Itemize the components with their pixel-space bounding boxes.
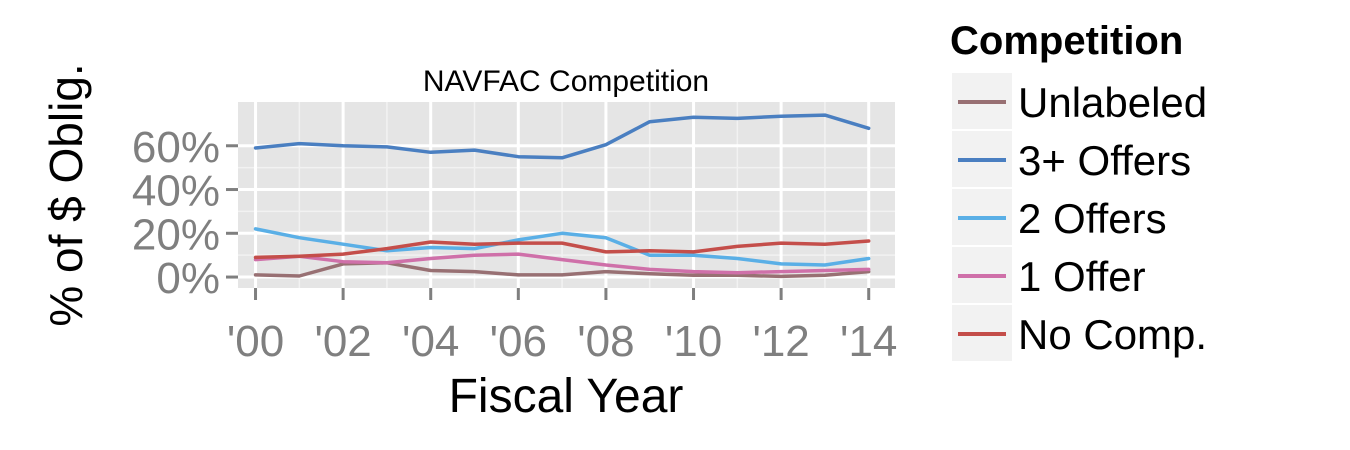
series-lines: [253, 113, 871, 279]
x-tick-label: '04: [402, 317, 459, 366]
series-line-3-offers: [253, 113, 871, 160]
x-tick-label: '14: [840, 317, 897, 366]
y-tick-label: 60%: [132, 123, 220, 172]
axes: 0%20%40%60% '00 '02 '04 '06 '08 '10 '12 '14: [132, 123, 897, 366]
y-tick-label: 20%: [132, 210, 220, 259]
chart-title: NAVFAC Competition: [423, 65, 709, 98]
legend: Competition Unlabeled 3+ Offers 2 Offers 1 …: [950, 19, 1207, 361]
x-tick-label: '12: [752, 317, 809, 366]
x-tick-label: '06: [490, 317, 547, 366]
legend-label-no-comp: No Comp.: [1018, 311, 1207, 358]
x-tick-label: '10: [665, 317, 722, 366]
legend-label-unlabeled: Unlabeled: [1018, 79, 1207, 126]
legend-label-3-offers: 3+ Offers: [1018, 137, 1191, 184]
y-tick-label: 0%: [156, 254, 220, 303]
legend-title: Competition: [950, 19, 1183, 63]
x-tick-label: '02: [314, 317, 371, 366]
legend-label-1-offer: 1 Offer: [1018, 253, 1146, 300]
series-line-no-comp: [253, 239, 871, 260]
series-line-2-offers: [253, 227, 871, 267]
x-tick-label: '08: [577, 317, 634, 366]
plot-panel: [238, 102, 895, 288]
x-tick-label: '00: [227, 317, 284, 366]
x-axis-label: Fiscal Year: [449, 370, 684, 423]
y-tick-label: 40%: [132, 167, 220, 216]
y-axis-label: % of $ Oblig.: [40, 63, 92, 326]
legend-label-2-offers: 2 Offers: [1018, 195, 1167, 242]
series-line-1-offer: [253, 252, 871, 275]
